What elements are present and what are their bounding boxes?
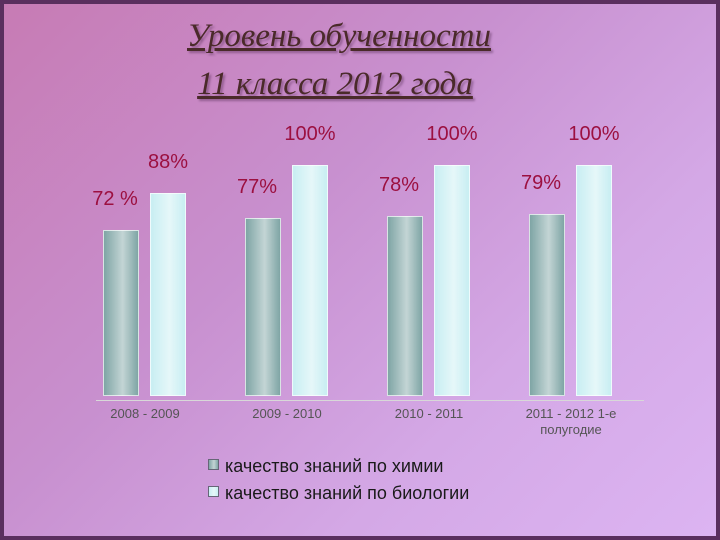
legend-label: качество знаний по химии [225,456,444,476]
baseline [96,400,644,401]
legend-swatch [208,486,219,497]
bar [387,215,423,396]
value-label: 78% [378,173,420,196]
x-tick-label: 2011 - 2012 1-е полугодие [525,406,617,437]
x-tick-label: 2008 - 2009 [110,406,180,421]
x-tick-label: 2010 - 2011 [394,406,464,421]
value-label: 100% [568,123,620,145]
value-label: 100% [284,123,336,145]
legend-swatch [208,459,219,470]
value-label: 79% [520,171,562,194]
legend-label: качество знаний по биологии [225,483,470,503]
legend-entry: качество знаний по биологии [208,483,469,504]
x-tick-label: 2009 - 2010 [252,406,322,421]
bar [529,213,565,396]
bar [576,165,612,396]
value-label: 72 % [92,187,138,210]
bar [150,192,186,396]
title-line: Уровень обученности [187,18,491,54]
value-label: 88% [147,150,189,173]
title-line: 11 класса 2012 года [197,66,473,102]
value-label: 77% [236,176,278,199]
bar [434,165,470,396]
bar [245,218,281,396]
bar [103,229,139,396]
legend-entry: качество знаний по химии [208,456,443,477]
bar [292,165,328,396]
value-label: 100% [426,123,478,145]
